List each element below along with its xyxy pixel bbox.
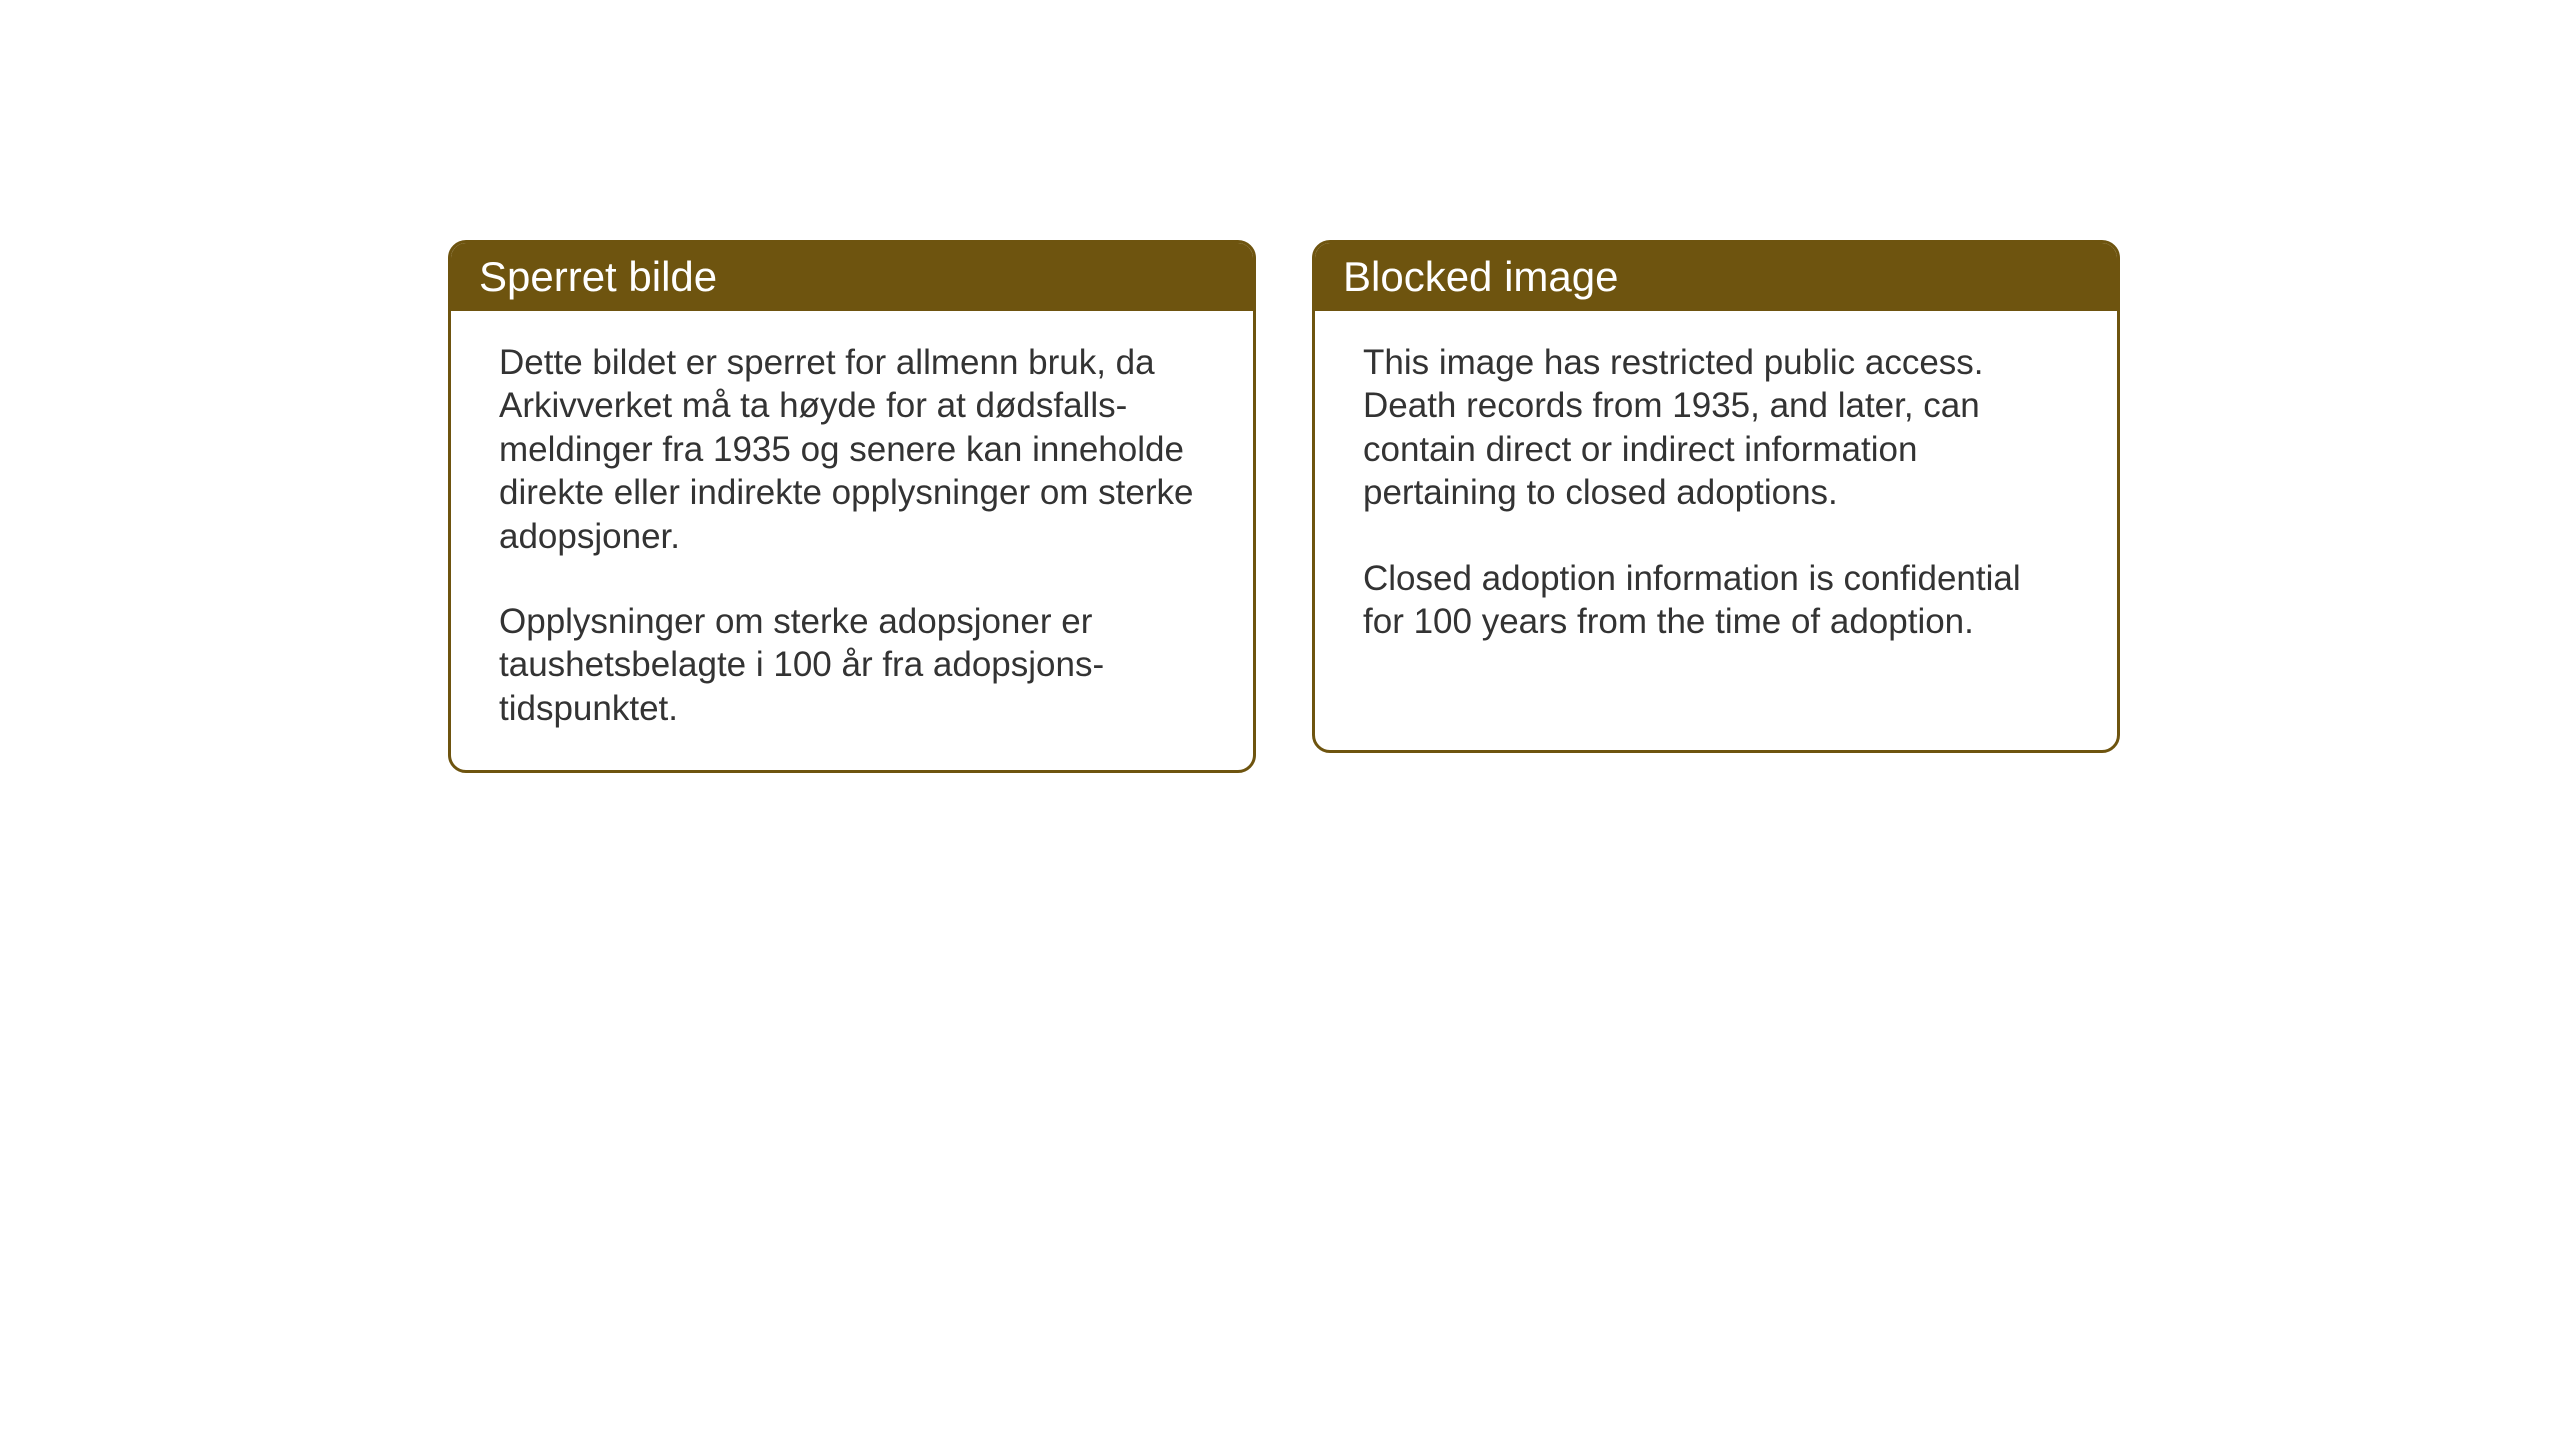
card-body-english: This image has restricted public access.… <box>1315 311 2117 683</box>
card-title-norwegian: Sperret bilde <box>479 253 717 300</box>
card-header-norwegian: Sperret bilde <box>451 243 1253 311</box>
notice-paragraph-2-norwegian: Opplysninger om sterke adopsjoner er tau… <box>499 600 1205 730</box>
notice-paragraph-2-english: Closed adoption information is confident… <box>1363 557 2069 644</box>
card-body-norwegian: Dette bildet er sperret for allmenn bruk… <box>451 311 1253 770</box>
card-header-english: Blocked image <box>1315 243 2117 311</box>
notice-card-english: Blocked image This image has restricted … <box>1312 240 2120 753</box>
notice-paragraph-1-norwegian: Dette bildet er sperret for allmenn bruk… <box>499 341 1205 558</box>
notice-paragraph-1-english: This image has restricted public access.… <box>1363 341 2069 515</box>
notice-container: Sperret bilde Dette bildet er sperret fo… <box>448 240 2120 773</box>
notice-card-norwegian: Sperret bilde Dette bildet er sperret fo… <box>448 240 1256 773</box>
card-title-english: Blocked image <box>1343 253 1618 300</box>
